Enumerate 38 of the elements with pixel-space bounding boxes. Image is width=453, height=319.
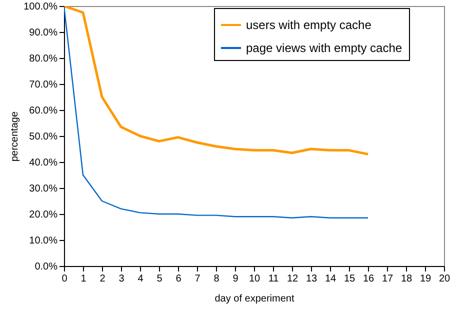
y-axis-title: percentage — [10, 111, 21, 162]
x-tick-label: 0 — [62, 274, 68, 284]
y-tick-label: 30.0% — [29, 184, 58, 194]
line-series — [64, 6, 369, 218]
y-tick-label: 80.0% — [29, 54, 58, 64]
x-axis-title: day of experiment — [214, 294, 294, 304]
legend-label: users with empty cache — [246, 18, 372, 32]
y-tick-label: 20.0% — [29, 210, 58, 220]
legend-label: page views with empty cache — [246, 41, 402, 55]
y-tick-label: 0.0% — [34, 262, 58, 272]
line-series — [64, 6, 370, 156]
y-tick-label: 60.0% — [29, 106, 58, 116]
x-tick-label: 15 — [344, 274, 356, 284]
x-tick-label: 6 — [176, 274, 182, 284]
x-tick-label: 12 — [286, 274, 298, 284]
x-tick-label: 3 — [118, 274, 125, 284]
x-tick-label: 5 — [156, 274, 163, 284]
x-tick-label: 14 — [324, 274, 336, 284]
x-tick-label: 13 — [306, 274, 318, 284]
x-tick-label: 8 — [214, 274, 220, 284]
x-tick-label: 17 — [382, 274, 394, 284]
y-tick-label: 50.0% — [29, 132, 58, 142]
y-tick-label: 10.0% — [29, 236, 58, 246]
y-tick-label: 90.0% — [29, 28, 58, 38]
y-tick-label: 40.0% — [29, 158, 58, 168]
x-tick-label: 16 — [362, 274, 374, 284]
x-tick-label: 1 — [80, 274, 87, 284]
x-tick-label: 18 — [400, 274, 412, 284]
x-tick-label: 20 — [438, 274, 450, 284]
x-tick-label: 7 — [194, 274, 201, 284]
x-tick-label: 19 — [420, 274, 432, 284]
x-tick-label: 10 — [248, 274, 260, 284]
y-tick-label: 70.0% — [29, 80, 58, 90]
x-tick-label: 4 — [138, 274, 144, 284]
x-tick-label: 2 — [100, 274, 106, 284]
x-tick-label: 11 — [268, 274, 280, 284]
x-tick-label: 9 — [232, 274, 239, 284]
y-tick-label: 100.0% — [24, 2, 58, 12]
